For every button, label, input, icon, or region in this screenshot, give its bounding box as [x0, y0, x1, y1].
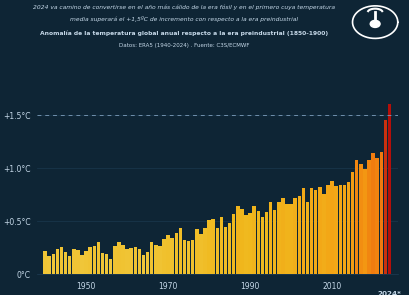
Bar: [80, 255, 83, 274]
Text: Anomalía de la temperatura global anual respecto a la era preindustrial (1850-19: Anomalía de la temperatura global anual …: [40, 31, 328, 37]
Bar: [191, 240, 194, 274]
Bar: [117, 242, 120, 274]
Bar: [47, 256, 51, 274]
Bar: [342, 185, 345, 274]
Bar: [334, 186, 337, 274]
Bar: [97, 242, 100, 274]
Bar: [231, 214, 235, 274]
Bar: [84, 251, 88, 274]
Bar: [150, 242, 153, 274]
Bar: [366, 160, 370, 274]
Bar: [227, 223, 231, 274]
Bar: [72, 249, 75, 274]
Text: 2024*: 2024*: [377, 291, 400, 295]
Bar: [321, 194, 325, 274]
Bar: [137, 249, 141, 274]
Bar: [166, 235, 169, 274]
Bar: [244, 215, 247, 274]
Bar: [248, 213, 251, 274]
Bar: [129, 248, 133, 274]
Bar: [219, 217, 222, 274]
Bar: [301, 188, 304, 274]
Bar: [154, 245, 157, 274]
Bar: [276, 202, 280, 274]
Bar: [387, 104, 390, 274]
Bar: [174, 233, 178, 274]
Bar: [170, 238, 173, 274]
Bar: [142, 255, 145, 274]
Bar: [52, 254, 55, 274]
Bar: [272, 209, 276, 274]
Text: 2024 va camino de convertirse en el año más cálido de la era fósil y en el prime: 2024 va camino de convertirse en el año …: [34, 4, 335, 10]
Bar: [354, 160, 357, 274]
Bar: [109, 260, 112, 274]
Bar: [64, 252, 67, 274]
Bar: [203, 228, 206, 274]
Bar: [195, 229, 198, 274]
Bar: [326, 185, 329, 274]
Bar: [268, 202, 272, 274]
Bar: [375, 158, 378, 274]
Bar: [207, 220, 210, 274]
Bar: [88, 247, 92, 274]
Bar: [68, 256, 71, 274]
Bar: [371, 153, 374, 274]
Bar: [305, 202, 308, 274]
Bar: [60, 247, 63, 274]
Text: Datos: ERA5 (1940-2024) . Fuente: C3S/ECMWF: Datos: ERA5 (1940-2024) . Fuente: C3S/EC…: [119, 43, 249, 48]
Bar: [317, 187, 321, 274]
Bar: [297, 196, 300, 274]
Bar: [236, 206, 239, 274]
Bar: [358, 164, 362, 274]
Bar: [252, 206, 255, 274]
Bar: [362, 169, 366, 274]
Bar: [178, 228, 182, 274]
Bar: [289, 204, 292, 274]
Bar: [309, 188, 312, 274]
Bar: [383, 120, 386, 274]
Bar: [338, 185, 341, 274]
Bar: [256, 211, 259, 274]
Bar: [158, 246, 161, 274]
Bar: [281, 198, 284, 274]
Bar: [199, 234, 202, 274]
Bar: [215, 228, 218, 274]
Bar: [43, 251, 47, 274]
Bar: [182, 240, 186, 274]
Bar: [125, 249, 128, 274]
Bar: [285, 204, 288, 274]
Bar: [146, 252, 149, 274]
Bar: [105, 254, 108, 274]
Bar: [211, 219, 214, 274]
Bar: [56, 249, 59, 274]
Bar: [187, 241, 190, 274]
Bar: [133, 247, 137, 274]
Circle shape: [369, 20, 379, 27]
Bar: [162, 239, 165, 274]
Bar: [121, 245, 124, 274]
Bar: [379, 152, 382, 274]
Bar: [260, 217, 263, 274]
Bar: [313, 191, 317, 274]
Bar: [240, 209, 243, 274]
Bar: [101, 253, 104, 274]
Bar: [223, 227, 227, 274]
Bar: [76, 250, 79, 274]
Bar: [264, 212, 267, 274]
Bar: [113, 246, 116, 274]
Text: media superará el +1,5ºC de incremento con respecto a la era preindustrial: media superará el +1,5ºC de incremento c…: [70, 16, 298, 22]
Bar: [293, 198, 296, 274]
Bar: [346, 182, 349, 274]
Bar: [330, 181, 333, 274]
Bar: [92, 246, 96, 274]
Bar: [350, 172, 353, 274]
